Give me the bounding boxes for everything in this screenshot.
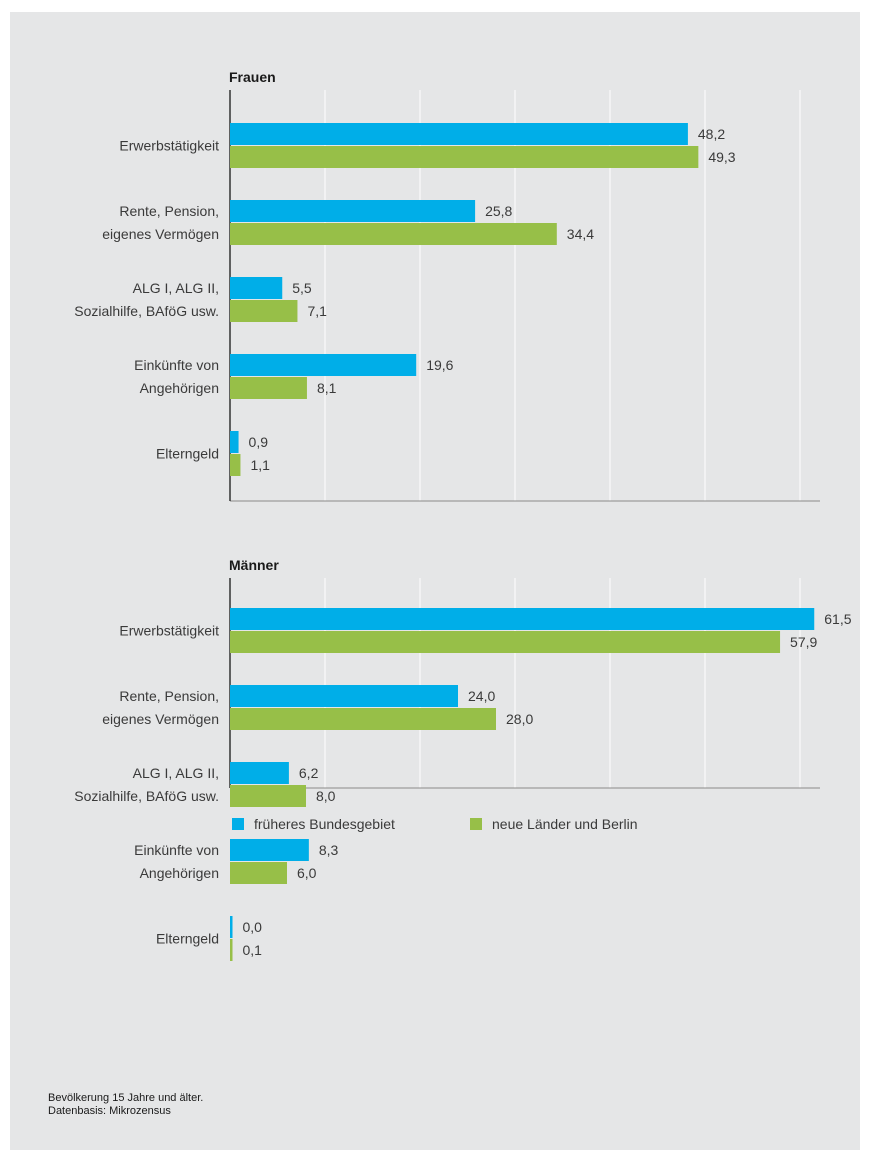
footnote-source: Datenbasis: Mikrozensus [48,1105,171,1117]
frauen-category-label: Elterngeld [156,446,219,462]
maenner-bar-west [230,916,233,938]
maenner-category-label: Rente, Pension, [119,688,219,704]
frauen-bar-west [230,277,283,299]
frauen-data-label: 34,4 [567,226,594,242]
frauen-bar-ost [230,146,699,168]
maenner-panel-title: Männer [229,557,279,573]
maenner-bar-ost [230,939,233,961]
frauen-data-label: 0,9 [249,434,269,450]
frauen-bar-ost [230,454,241,476]
maenner-data-label: 28,0 [506,711,533,727]
maenner-category-label: ALG I, ALG II, [133,765,219,781]
legend-swatch-west [232,818,244,830]
maenner-category-label: Elterngeld [156,931,219,947]
maenner-category-label: Erwerbstätigkeit [119,623,219,639]
legend-label-west: früheres Bundesgebiet [254,816,395,832]
maenner-bar-ost [230,862,287,884]
maenner-data-label: 6,0 [297,865,317,881]
footnote-population: Bevölkerung 15 Jahre und älter. [48,1092,204,1104]
frauen-bar-ost [230,300,298,322]
frauen-panel-title: Frauen [229,69,276,85]
frauen-category-label: Angehörigen [140,380,219,396]
maenner-bar-west [230,685,458,707]
frauen-data-label: 7,1 [307,303,327,319]
frauen-bar-west [230,123,688,145]
frauen-category-label: Einkünfte von [134,357,219,373]
frauen-bar-west [230,431,239,453]
maenner-data-label: 0,1 [243,942,263,958]
footnote: Bevölkerung 15 Jahre und älter. Datenbas… [48,1092,203,1118]
frauen-data-label: 1,1 [250,457,270,473]
maenner-category-label: eigenes Vermögen [102,711,219,727]
frauen-bar-west [230,200,476,222]
frauen-category-label: eigenes Vermögen [102,226,219,242]
maenner-data-label: 24,0 [468,688,495,704]
maenner-data-label: 6,2 [299,765,319,781]
legend-label-ost: neue Länder und Berlin [492,816,638,832]
frauen-data-label: 49,3 [708,149,735,165]
maenner-bar-ost [230,631,781,653]
maenner-bar-ost [230,708,496,730]
frauen-category-label: ALG I, ALG II, [133,280,219,296]
maenner-data-label: 57,9 [790,634,817,650]
frauen-bar-west [230,354,417,376]
maenner-category-label: Einkünfte von [134,842,219,858]
frauen-data-label: 48,2 [698,126,725,142]
frauen-category-label: Sozialhilfe, BAföG usw. [74,303,219,319]
maenner-category-label: Sozialhilfe, BAföG usw. [74,788,219,804]
maenner-category-label: Angehörigen [140,865,219,881]
maenner-data-label: 8,0 [316,788,336,804]
frauen-bar-ost [230,377,307,399]
legend-swatch-ost [470,818,482,830]
maenner-bar-west [230,608,815,630]
maenner-bar-ost [230,785,306,807]
frauen-bar-ost [230,223,557,245]
frauen-category-label: Erwerbstätigkeit [119,138,219,154]
maenner-bar-west [230,839,309,861]
maenner-data-label: 61,5 [824,611,851,627]
frauen-data-label: 8,1 [317,380,337,396]
maenner-data-label: 8,3 [319,842,339,858]
frauen-category-label: Rente, Pension, [119,203,219,219]
frauen-data-label: 5,5 [292,280,312,296]
frauen-data-label: 25,8 [485,203,512,219]
maenner-bar-west [230,762,289,784]
frauen-data-label: 19,6 [426,357,453,373]
maenner-data-label: 0,0 [243,919,263,935]
